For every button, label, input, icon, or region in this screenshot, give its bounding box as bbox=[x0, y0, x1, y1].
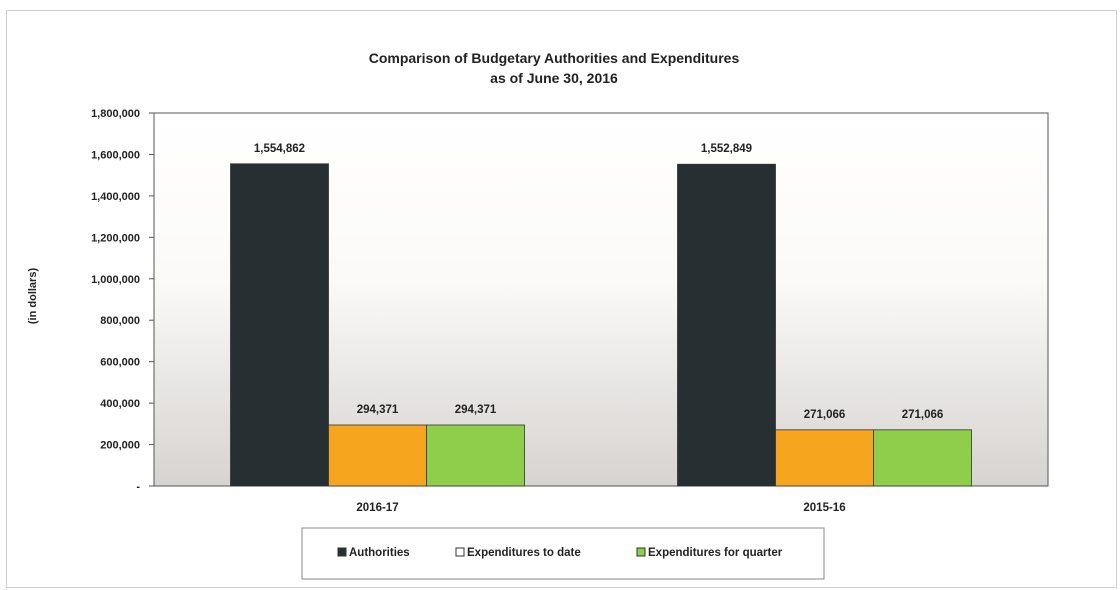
bar-expenditures-for-quarter-2015-16 bbox=[873, 429, 972, 487]
y-axis-ticks: - 200,000 400,000 600,000 800,000 1,000,000 1,… bbox=[91, 108, 154, 493]
legend-box bbox=[301, 527, 825, 580]
chart-container: Comparison of Budgetary Authorities and … bbox=[6, 10, 1118, 588]
bar-authorities-2015-16 bbox=[677, 163, 776, 487]
data-label: 294,371 bbox=[455, 404, 497, 416]
legend: Authorities Expenditures to date Expenditu… bbox=[301, 527, 825, 580]
y-tick-label: 600,000 bbox=[100, 357, 140, 369]
legend-label: Expenditures for quarter bbox=[648, 547, 783, 559]
y-tick-label: 1,000,000 bbox=[91, 274, 140, 286]
data-label: 271,066 bbox=[804, 409, 846, 421]
y-tick-label: 200,000 bbox=[100, 440, 140, 452]
legend-swatch bbox=[337, 547, 347, 557]
y-tick-label: 1,400,000 bbox=[91, 191, 140, 203]
x-category-label: 2016-17 bbox=[356, 502, 398, 514]
y-tick-label: - bbox=[136, 481, 140, 493]
legend-swatch bbox=[636, 547, 646, 557]
y-tick-label: 1,600,000 bbox=[91, 149, 140, 161]
x-category-label: 2015-16 bbox=[803, 502, 845, 514]
y-axis-label: (in dollars) bbox=[27, 268, 39, 325]
bar-expenditures-to-date-2016-17 bbox=[328, 424, 427, 487]
legend-label: Expenditures to date bbox=[467, 547, 581, 559]
data-label: 1,554,862 bbox=[254, 143, 305, 155]
legend-swatch bbox=[455, 547, 465, 557]
data-label: 294,371 bbox=[357, 404, 399, 416]
y-tick-label: 800,000 bbox=[100, 315, 140, 327]
bars-group: 1,554,862 294,371 294,371 1,552,849 271,066 2… bbox=[230, 143, 972, 487]
y-tick-label: 400,000 bbox=[100, 398, 140, 410]
budget-chart: Comparison of Budgetary Authorities and … bbox=[6, 10, 1117, 588]
y-tick-label: 1,800,000 bbox=[91, 108, 140, 120]
data-label: 271,066 bbox=[902, 409, 944, 421]
category-labels: 2016-17 2015-16 bbox=[356, 502, 845, 514]
y-tick-label: 1,200,000 bbox=[91, 232, 140, 244]
bar-expenditures-for-quarter-2016-17 bbox=[426, 424, 525, 487]
bar-authorities-2016-17 bbox=[230, 163, 329, 487]
bar-expenditures-to-date-2015-16 bbox=[775, 429, 874, 487]
chart-title-line2: as of June 30, 2016 bbox=[490, 70, 618, 86]
legend-label: Authorities bbox=[349, 547, 410, 559]
chart-title-line1: Comparison of Budgetary Authorities and … bbox=[369, 50, 740, 66]
data-label: 1,552,849 bbox=[701, 143, 752, 155]
